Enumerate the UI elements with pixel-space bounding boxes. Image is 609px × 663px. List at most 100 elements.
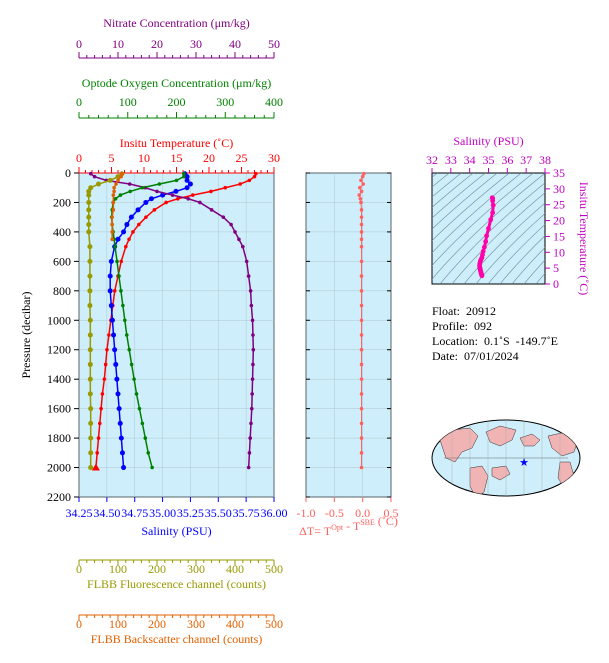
fluorescence-tick-label: 400 xyxy=(226,562,244,576)
ts-y-axis-title: Insitu Temperature (˚C) xyxy=(577,182,591,296)
salinity-data-point xyxy=(173,188,179,194)
salinity-data-point xyxy=(184,185,190,191)
backscatter-axis-title: FLBB Backscatter channel (counts) xyxy=(91,632,263,646)
salinity-data-point xyxy=(108,258,114,264)
oxygen-data-point xyxy=(174,178,179,183)
ts-y-tick-label: 5 xyxy=(553,261,559,275)
delta-t-data-point xyxy=(359,377,364,381)
temperature-data-point xyxy=(190,193,195,197)
fluorescence-tick-label: 100 xyxy=(109,562,127,576)
salinity-data-point xyxy=(108,303,114,309)
backscatter-data-point xyxy=(116,178,120,183)
nitrate-data-point xyxy=(247,451,252,455)
y-tick-label: 1600 xyxy=(47,402,71,416)
delta-t-data-point xyxy=(359,362,364,367)
delta-t-tick-label: 0.5 xyxy=(384,506,399,520)
ts-y-tick-label: 0 xyxy=(553,277,559,291)
nitrate-data-point xyxy=(198,200,202,205)
temperature-data-point xyxy=(95,451,99,455)
nitrate-data-point xyxy=(155,189,159,194)
ts-y-tick-label: 20 xyxy=(553,214,565,228)
backscatter-data-point xyxy=(110,215,114,219)
oxygen-data-point xyxy=(123,318,127,323)
backscatter-data-point xyxy=(112,185,116,190)
fluorescence-data-point xyxy=(96,181,101,187)
oxygen-data-point xyxy=(137,406,142,411)
nitrate-profile-line xyxy=(90,173,255,468)
backscatter-data-point xyxy=(110,237,114,242)
salinity-data-point xyxy=(184,174,190,180)
ts-density-contour xyxy=(432,173,534,266)
ts-density-contour xyxy=(523,259,545,284)
salinity-data-point xyxy=(112,347,118,353)
ts-x-tick-label: 34 xyxy=(464,153,476,167)
ts-density-contour xyxy=(432,173,474,208)
salinity-data-point xyxy=(119,450,125,456)
delta-t-data-point xyxy=(362,171,366,176)
salinity-data-point xyxy=(124,222,130,228)
ts-density-contour xyxy=(487,224,545,284)
salinity-data-point xyxy=(107,273,113,279)
ts-x-tick-label: 35 xyxy=(483,153,495,167)
oxygen-data-point xyxy=(140,185,145,190)
oxygen-data-point xyxy=(121,303,125,308)
y-axis-label: Pressure (decibar) xyxy=(19,292,33,379)
temperature-data-point xyxy=(99,406,103,411)
ts-y-tick-label: 35 xyxy=(553,166,565,180)
ts-y-tick-label: 10 xyxy=(553,245,565,259)
fluorescence-data-point xyxy=(86,192,92,198)
temperature-tick-label: 10 xyxy=(138,151,150,165)
ts-density-contour xyxy=(432,173,450,188)
salinity-data-point xyxy=(121,229,127,235)
ts-x-tick-label: 32 xyxy=(426,153,438,167)
salinity-data-point xyxy=(109,317,115,323)
temperature-data-point xyxy=(152,208,157,212)
map-land xyxy=(519,433,541,447)
fluorescence-data-point xyxy=(87,361,93,367)
y-tick-label: 600 xyxy=(53,254,71,268)
oxygen-data-point xyxy=(117,274,121,278)
salinity-tick-label: 35.00 xyxy=(149,506,176,520)
temperature-data-point xyxy=(223,185,228,190)
ts-density-contour xyxy=(439,182,545,284)
fluorescence-tick-label: 200 xyxy=(148,562,166,576)
nitrate-data-point xyxy=(88,171,93,176)
salinity-data-point xyxy=(148,196,154,202)
salinity-data-point xyxy=(187,181,193,187)
fluorescence-data-point xyxy=(87,317,93,323)
ts-density-contour xyxy=(432,173,522,254)
ts-data-point xyxy=(483,239,489,244)
delta-t-data-point xyxy=(359,289,364,293)
temperature-data-point xyxy=(103,362,108,367)
salinity-tick-label: 34.25 xyxy=(66,506,93,520)
oxygen-data-point xyxy=(143,436,148,440)
salinity-data-point xyxy=(116,406,122,412)
temperature-data-point xyxy=(91,463,100,471)
oxygen-data-point xyxy=(124,333,129,337)
float-label: Float: xyxy=(432,304,461,318)
nitrate-data-point xyxy=(237,237,241,242)
nitrate-data-point xyxy=(249,421,253,426)
temperature-tick-label: 0 xyxy=(76,151,82,165)
oxygen-data-point xyxy=(119,289,123,293)
fluorescence-data-point xyxy=(88,465,94,471)
delta-t-data-point xyxy=(357,193,362,197)
backscatter-data-point xyxy=(120,171,124,176)
salinity-data-point xyxy=(121,465,127,471)
ts-data-point xyxy=(488,217,494,223)
temperature-data-point xyxy=(131,230,135,234)
temperature-data-point xyxy=(112,289,117,293)
oxygen-tick-label: 100 xyxy=(119,95,137,109)
delta-t-data-point xyxy=(359,436,364,440)
nitrate-data-point xyxy=(241,244,245,249)
nitrate-data-point xyxy=(249,406,254,411)
float-value: 20912 xyxy=(466,304,497,318)
oxygen-data-point xyxy=(128,189,132,194)
fluorescence-data-point xyxy=(86,229,92,235)
temperature-data-point xyxy=(98,421,102,426)
map-land xyxy=(491,465,511,481)
temperature-profile-line xyxy=(95,173,257,468)
oxygen-axis-title: Optode Oxygen Concentration (μm/kg) xyxy=(82,76,271,90)
nitrate-tick-label: 30 xyxy=(190,37,202,51)
temperature-tick-label: 20 xyxy=(203,151,215,165)
